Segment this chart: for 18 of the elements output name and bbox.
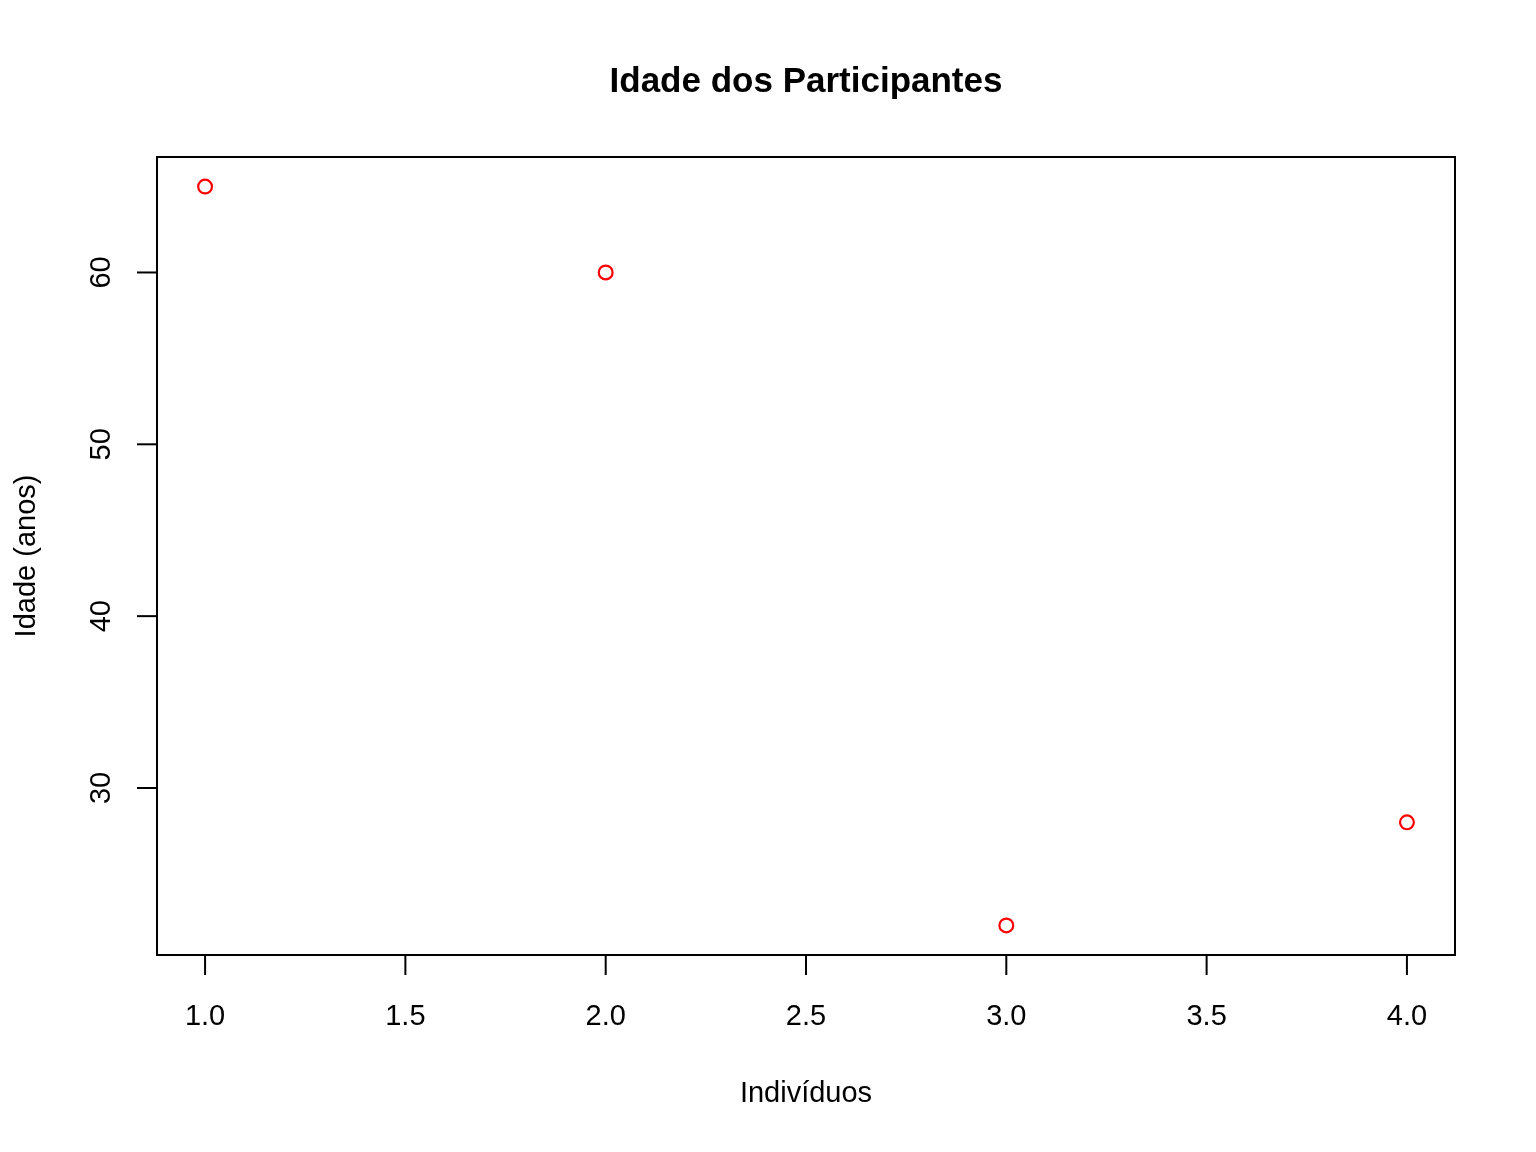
x-tick-label: 4.0 bbox=[1386, 999, 1428, 1031]
x-tick-label: 1.5 bbox=[385, 999, 426, 1031]
x-tick-label: 1.0 bbox=[184, 999, 226, 1031]
x-tick-label: 2.0 bbox=[585, 999, 626, 1031]
x-axis-title: Indivíduos bbox=[739, 1076, 873, 1108]
x-tick-label: 3.0 bbox=[986, 999, 1027, 1031]
y-tick-label: 60 bbox=[84, 256, 116, 289]
point bbox=[197, 178, 214, 195]
y-tick-label: 50 bbox=[84, 428, 116, 461]
y-tick-label: 30 bbox=[84, 771, 116, 805]
x-tick-label: 3.5 bbox=[1186, 999, 1227, 1031]
y-tick-label: 40 bbox=[84, 600, 116, 633]
point bbox=[1398, 814, 1415, 831]
point bbox=[597, 264, 614, 281]
x-tick-label: 2.5 bbox=[785, 999, 827, 1031]
chart-title: Idade dos Participantes bbox=[609, 60, 1003, 99]
point bbox=[998, 917, 1015, 934]
y-axis-title: Idade (anos) bbox=[9, 474, 41, 638]
